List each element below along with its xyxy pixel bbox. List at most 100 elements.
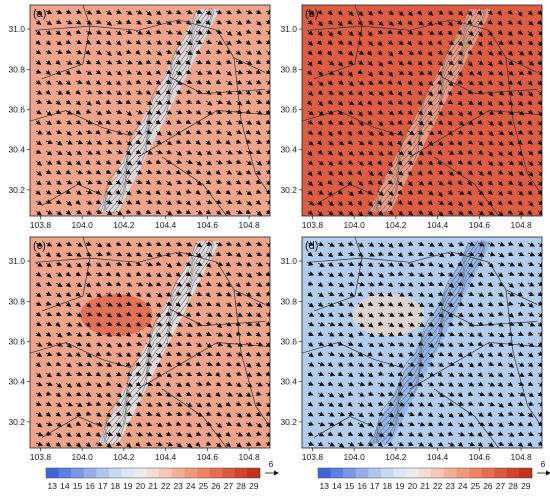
wind-vector [456,19,463,26]
wind-vector [135,60,143,65]
wind-vector [155,119,162,125]
wind-vector [417,60,423,66]
wind-vector [55,49,64,55]
wind-vector [45,160,53,165]
wind-vector [85,70,93,75]
wind-vector [115,90,123,96]
wind-vector [155,199,162,205]
wind-vector [467,39,473,45]
x-tick-label: 104.8 [238,452,260,462]
wind-vector [235,139,242,144]
wind-vector [95,120,103,125]
wind-vector [175,59,182,65]
wind-vector [255,39,263,45]
wind-vector [65,89,71,95]
wind-vector [135,199,141,205]
wind-vector [105,70,113,76]
wind-vector [225,120,233,125]
wind-vector [195,70,203,76]
wind-vector [215,159,223,165]
colorbar-label: 15 [345,481,355,491]
wind-vector [457,40,464,47]
wind-vector [205,150,213,156]
wind-vector [175,89,183,95]
wind-vector [165,109,173,115]
wind-vector [235,50,242,56]
wind-vector [225,130,233,136]
wind-vector [527,30,534,37]
wind-vector [125,59,133,65]
wind-vector [215,19,223,25]
wind-vector [235,209,244,215]
wind-vector [205,209,212,215]
wind-vector [125,140,133,146]
y-tick-label: 30.4 [280,145,297,155]
wind-vector [115,169,123,174]
wind-vector [75,89,81,95]
wind-vector [35,109,42,115]
wind-vector [45,89,51,95]
wind-vector [265,199,270,205]
wind-vector [245,179,251,185]
wind-vector [337,10,343,16]
reference-vector-label: 6 [541,459,546,469]
wind-vector [255,110,263,115]
wind-vector [317,49,323,56]
wind-vector [195,129,202,135]
wind-vector [417,20,424,26]
wind-vector [165,140,173,146]
wind-vector [175,30,183,35]
wind-vector [105,80,113,86]
wind-vector [165,49,173,55]
boundary-line [233,57,270,196]
wind-vector [155,149,163,155]
wind-vector [75,209,83,215]
wind-vector [265,80,270,85]
wind-vector [235,30,243,36]
wind-vector [65,109,73,115]
wind-vector [55,159,62,165]
wind-vector [255,120,262,126]
wind-vector [105,40,112,46]
wind-vector [65,9,72,14]
wind-vector [265,189,270,195]
wind-vector [205,110,213,115]
x-tick-label: 104.0 [344,220,366,230]
wind-vector [135,189,143,194]
wind-vector [65,80,72,86]
wind-vector [357,10,364,17]
wind-vector [145,100,153,106]
wind-vector [235,39,243,44]
wind-vector [65,119,73,125]
wind-vector [245,139,252,144]
wind-vector [115,59,123,65]
wind-vector [487,30,494,37]
wind-vector [65,179,73,185]
panel-frame [29,4,271,217]
wind-vector [235,20,243,25]
wind-vector [255,210,263,216]
wind-vector [175,169,182,175]
wind-vector [185,29,193,35]
colorbar-label: 27 [496,481,506,491]
wind-vector [265,169,270,174]
wind-vector [165,79,172,84]
wind-vector [35,59,42,65]
wind-vector [507,19,514,25]
wind-vector [265,109,270,115]
wind-vector [225,100,232,105]
wind-vector [135,169,143,175]
wind-vector [55,19,62,24]
wind-vector [245,29,252,34]
wind-vector [265,159,270,165]
wind-vector [255,90,263,95]
wind-vector [115,119,122,125]
colorbar-label: 18 [111,481,121,491]
wind-vector [55,80,63,85]
wind-vector [165,169,172,175]
wind-vector [35,149,42,154]
wind-vector [95,199,102,205]
terrain-contour [379,9,485,213]
wind-vector [125,110,133,117]
